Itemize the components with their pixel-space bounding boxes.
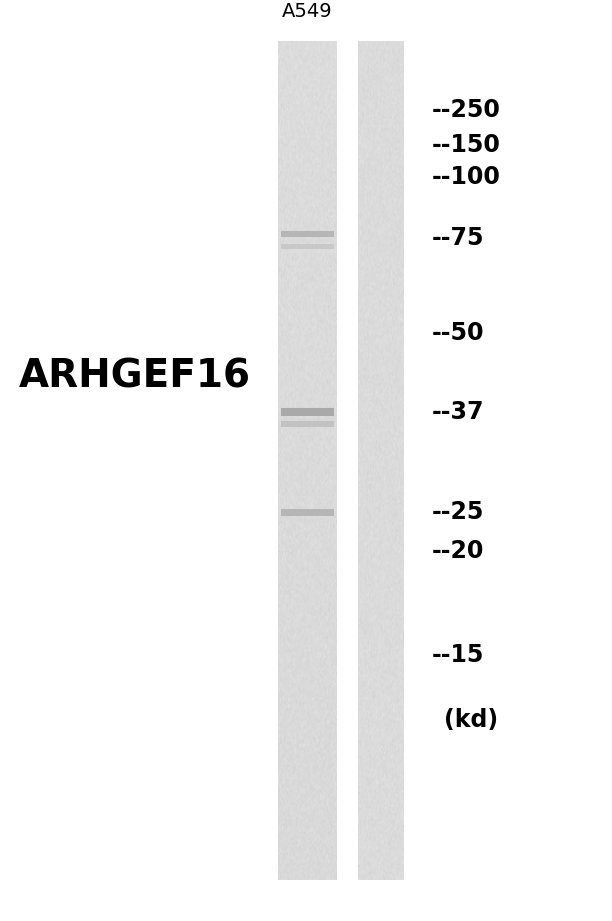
Text: --250: --250 xyxy=(431,99,501,122)
Text: --50: --50 xyxy=(431,321,484,345)
Text: --150: --150 xyxy=(431,134,501,157)
Text: --25: --25 xyxy=(431,500,484,524)
Bar xyxy=(281,408,334,416)
Text: --75: --75 xyxy=(431,227,484,251)
Bar xyxy=(281,251,334,253)
Text: --100: --100 xyxy=(431,165,501,189)
Bar xyxy=(281,418,334,423)
Bar xyxy=(281,508,334,512)
Bar xyxy=(281,509,334,516)
Bar xyxy=(281,244,334,250)
Text: (kd): (kd) xyxy=(444,708,498,732)
Text: ARHGEF16: ARHGEF16 xyxy=(18,357,251,396)
Text: --20: --20 xyxy=(431,539,484,563)
Bar xyxy=(281,407,334,412)
Bar xyxy=(281,239,334,242)
Bar xyxy=(281,230,334,234)
Bar xyxy=(281,427,334,431)
Bar xyxy=(281,518,334,521)
Text: --37: --37 xyxy=(431,400,484,424)
Bar xyxy=(281,421,334,426)
Bar xyxy=(281,231,334,237)
Bar xyxy=(281,244,334,247)
Text: --15: --15 xyxy=(431,643,484,667)
Text: A549: A549 xyxy=(282,2,333,21)
Bar xyxy=(281,420,334,424)
